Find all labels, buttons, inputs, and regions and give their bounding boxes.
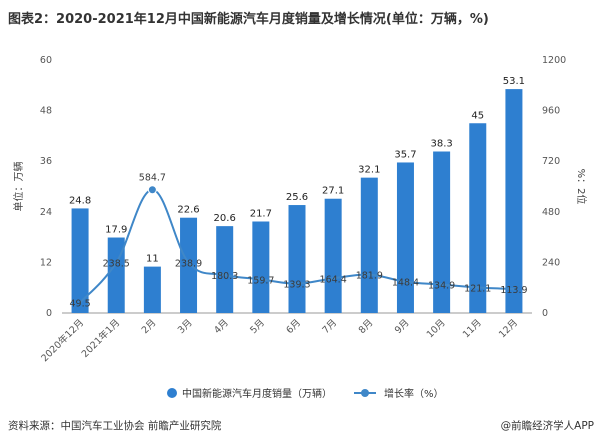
- bar-value-label: 17.9: [105, 225, 127, 236]
- bar-value-label: 27.1: [322, 186, 344, 197]
- y-axis-title: 单位：万辆: [12, 162, 25, 212]
- bar-value-label: 24.8: [69, 195, 91, 206]
- line-point: [403, 280, 407, 284]
- bar: [396, 162, 414, 313]
- y-tick-label: 0: [46, 308, 52, 319]
- y2-axis-title: %：2位: [575, 169, 588, 205]
- line-value-label: 49.5: [69, 299, 90, 310]
- bar-value-label: 21.7: [250, 208, 272, 219]
- source-note: 资料来源：中国汽车工业协会 前瞻产业研究院: [8, 420, 222, 432]
- x-tick-label: 8月: [357, 317, 376, 336]
- bar-value-label: 11: [146, 254, 159, 265]
- bar-value-label: 22.6: [177, 205, 199, 216]
- line-point: [223, 273, 227, 277]
- y2-tick-label: 480: [542, 207, 560, 218]
- x-tick-label: 9月: [393, 317, 412, 336]
- x-tick-label: 7月: [321, 317, 340, 336]
- x-tick-label: 12月: [497, 317, 520, 340]
- x-tick-label: 2月: [140, 317, 159, 336]
- line-point: [78, 301, 82, 305]
- y2-tick-label: 240: [542, 257, 560, 268]
- line-value-label: 164.4: [320, 274, 347, 285]
- line-value-label: 121.1: [464, 283, 491, 294]
- bar: [252, 221, 270, 313]
- bar: [143, 266, 161, 313]
- x-tick-label: 6月: [284, 317, 303, 336]
- line-point: [440, 283, 444, 287]
- bar: [71, 208, 89, 313]
- bar-value-label: 25.6: [286, 192, 308, 203]
- bar: [360, 177, 378, 313]
- brand-note: @前瞻经济学人APP: [500, 420, 594, 432]
- y2-tick-label: 0: [542, 308, 548, 319]
- legend-line-marker: [361, 389, 369, 397]
- line-point: [476, 285, 480, 289]
- line-value-label: 238.9: [175, 259, 202, 270]
- line-value-label: 584.7: [139, 173, 166, 184]
- line-value-label: 134.9: [428, 281, 455, 292]
- bar-series: [71, 89, 523, 313]
- x-tick-label: 3月: [176, 317, 195, 336]
- y-tick-label: 60: [40, 55, 52, 66]
- line-value-label: 159.7: [247, 275, 274, 286]
- line-point: [367, 273, 371, 277]
- legend-bar-label: 中国新能源汽车月度销量（万辆）: [182, 387, 332, 400]
- chart-title: 图表2：2020-2021年12月中国新能源汽车月度销量及增长情况(单位：万辆，…: [8, 12, 489, 27]
- bar: [469, 123, 487, 313]
- bar: [288, 205, 306, 313]
- x-tick-label: 4月: [212, 317, 231, 336]
- line-value-label: 113.9: [500, 285, 527, 296]
- legend: 中国新能源汽车月度销量（万辆） 增长率（%）: [167, 387, 444, 400]
- bar-value-label: 20.6: [214, 213, 236, 224]
- line-value-label: 139.3: [283, 280, 310, 291]
- x-tick-label: 2021年1月: [79, 317, 122, 360]
- line-point: [147, 185, 157, 195]
- y-tick-label: 36: [40, 156, 52, 167]
- line-value-label: 148.4: [392, 278, 419, 289]
- line-point: [331, 276, 335, 280]
- bar: [324, 198, 342, 313]
- bar-value-label: 32.1: [358, 165, 380, 176]
- line-value-label: 181.9: [356, 271, 383, 282]
- bar: [505, 89, 523, 313]
- line-series: [78, 185, 516, 305]
- bar-value-label: 53.1: [503, 76, 525, 87]
- bar: [216, 226, 234, 313]
- x-tick-label: 11月: [461, 317, 484, 340]
- bar: [180, 217, 198, 313]
- x-tick-label: 10月: [425, 317, 448, 340]
- bar-value-label: 45: [471, 110, 484, 121]
- y-tick-label: 48: [40, 106, 52, 117]
- bar: [433, 151, 451, 313]
- y2-tick-label: 720: [542, 156, 560, 167]
- y-tick-label: 12: [40, 257, 52, 268]
- legend-line-label: 增长率（%）: [384, 387, 444, 400]
- line-point: [259, 277, 263, 281]
- bar-value-label: 38.3: [430, 139, 452, 150]
- line-point: [512, 287, 516, 291]
- legend-bar-swatch: [167, 388, 177, 398]
- line-point: [114, 261, 118, 265]
- line-value-label: 238.5: [103, 259, 130, 270]
- y2-tick-label: 960: [542, 106, 560, 117]
- data-labels: 24.8 17.9 11 22.6 20.6 21.7 25.6 27.1 32.1 35.7 38…: [69, 76, 528, 309]
- y2-tick-label: 1200: [542, 55, 566, 66]
- x-tick-label: 2020年12月: [39, 317, 87, 365]
- line-point: [187, 261, 191, 265]
- line-value-label: 180.3: [211, 271, 238, 282]
- line-point: [295, 282, 299, 286]
- x-tick-label: 5月: [248, 317, 267, 336]
- y-tick-label: 24: [40, 207, 52, 218]
- bar-value-label: 35.7: [394, 149, 416, 160]
